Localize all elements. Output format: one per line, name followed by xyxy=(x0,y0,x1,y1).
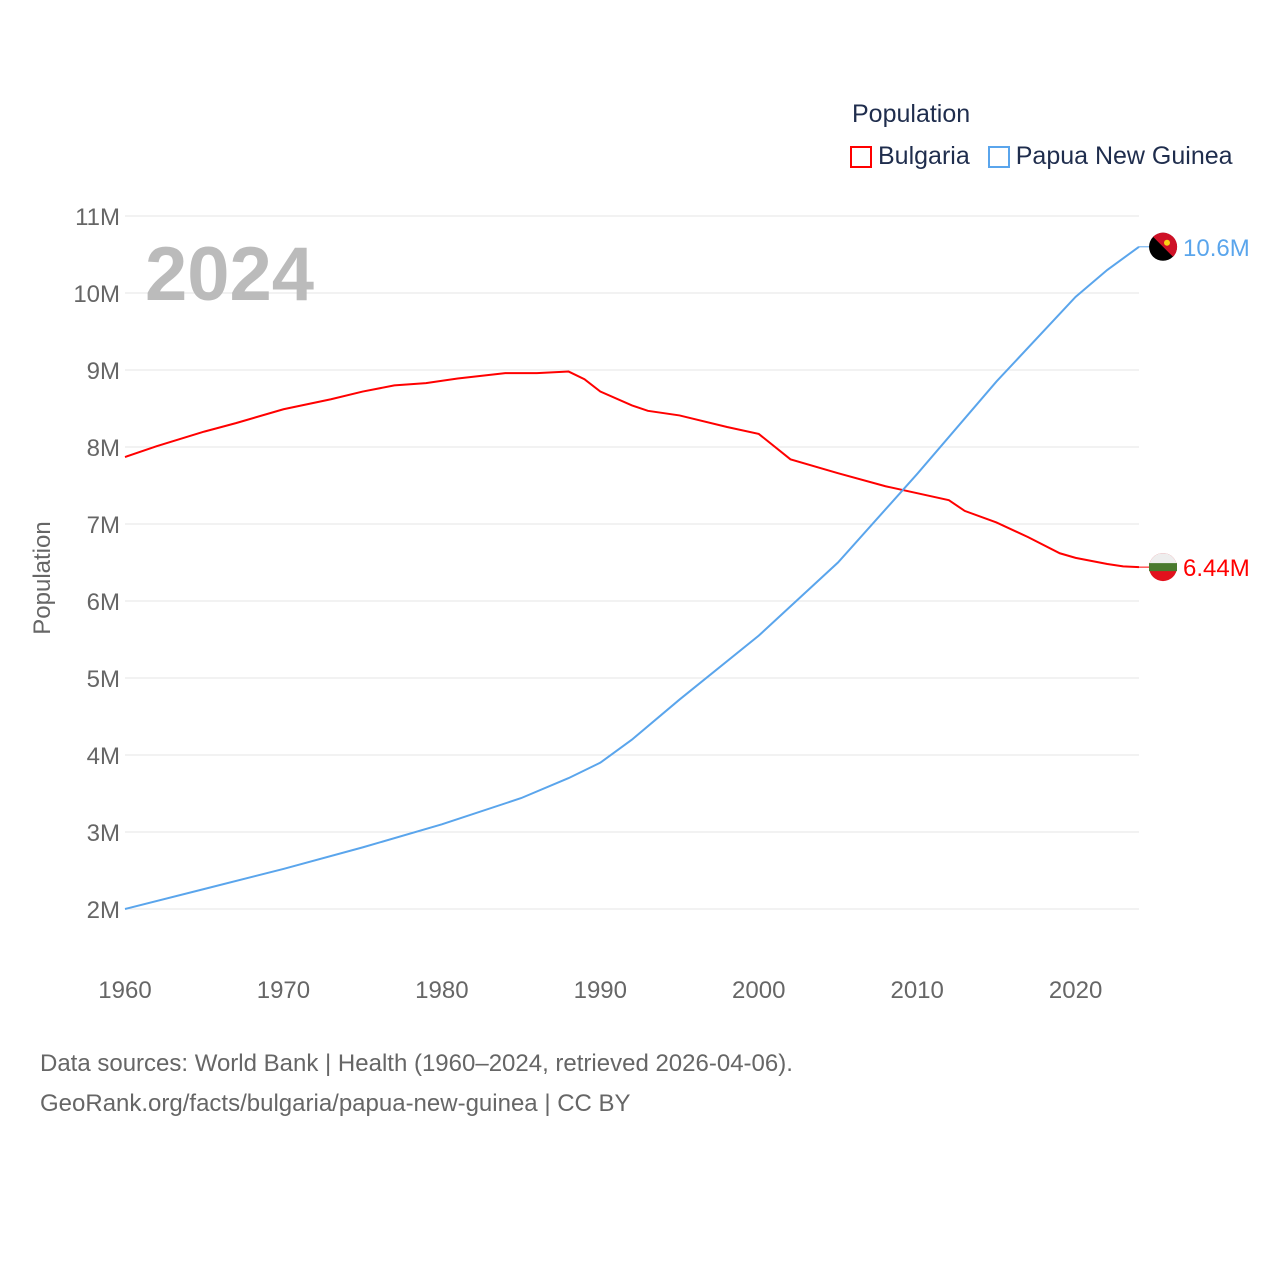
x-tick-label: 2010 xyxy=(890,977,943,1004)
legend-item-bulgaria[interactable]: Bulgaria xyxy=(850,142,970,171)
x-tick-label: 2020 xyxy=(1049,977,1102,1004)
year-label: 2024 xyxy=(145,232,314,317)
end-value-label: 6.44M xyxy=(1183,555,1250,582)
y-tick-label: 4M xyxy=(87,743,120,770)
line-chart: 2M 3M 4M 5M 6M 7M 8M 9M 10M 11M 1960 1970 1980 1990 20… xyxy=(29,204,1250,1004)
y-tick-label: 6M xyxy=(87,589,120,616)
x-tick-label: 1960 xyxy=(98,977,151,1004)
y-tick-label: 7M xyxy=(87,512,120,539)
y-axis-label: Population xyxy=(29,521,56,634)
y-tick-label: 5M xyxy=(87,666,120,693)
x-tick-label: 2000 xyxy=(732,977,785,1004)
y-tick-label: 3M xyxy=(87,820,120,847)
bird-icon xyxy=(1164,239,1170,246)
legend-title: Population xyxy=(852,100,971,128)
series-line-1 xyxy=(124,245,1140,910)
data-source: Data sources: World Bank | Health (1960–… xyxy=(40,1050,793,1077)
y-tick-label: 10M xyxy=(73,281,120,308)
y-tick-label: 8M xyxy=(87,435,120,462)
series-line-0 xyxy=(124,370,1140,569)
legend-item-png[interactable]: Papua New Guinea xyxy=(987,142,1233,171)
footer: Data sources: World Bank | Health (1960–… xyxy=(40,1044,793,1124)
x-tick-label: 1990 xyxy=(574,977,627,1004)
y-tick-label: 9M xyxy=(87,358,120,385)
legend: Bulgaria Papua New Guinea xyxy=(850,142,1233,171)
source-link[interactable]: GeoRank.org/facts/bulgaria/papua-new-gui… xyxy=(40,1090,631,1117)
legend-label: Papua New Guinea xyxy=(1015,142,1233,170)
legend-swatch xyxy=(850,145,872,168)
y-tick-label: 11M xyxy=(75,204,120,231)
legend-swatch xyxy=(987,145,1010,168)
legend-label: Bulgaria xyxy=(878,142,970,170)
flag-stripe xyxy=(1149,563,1177,572)
y-tick-label: 2M xyxy=(87,897,120,924)
x-tick-label: 1980 xyxy=(415,977,468,1004)
end-value-label: 10.6M xyxy=(1183,235,1250,262)
x-tick-label: 1970 xyxy=(257,977,310,1004)
